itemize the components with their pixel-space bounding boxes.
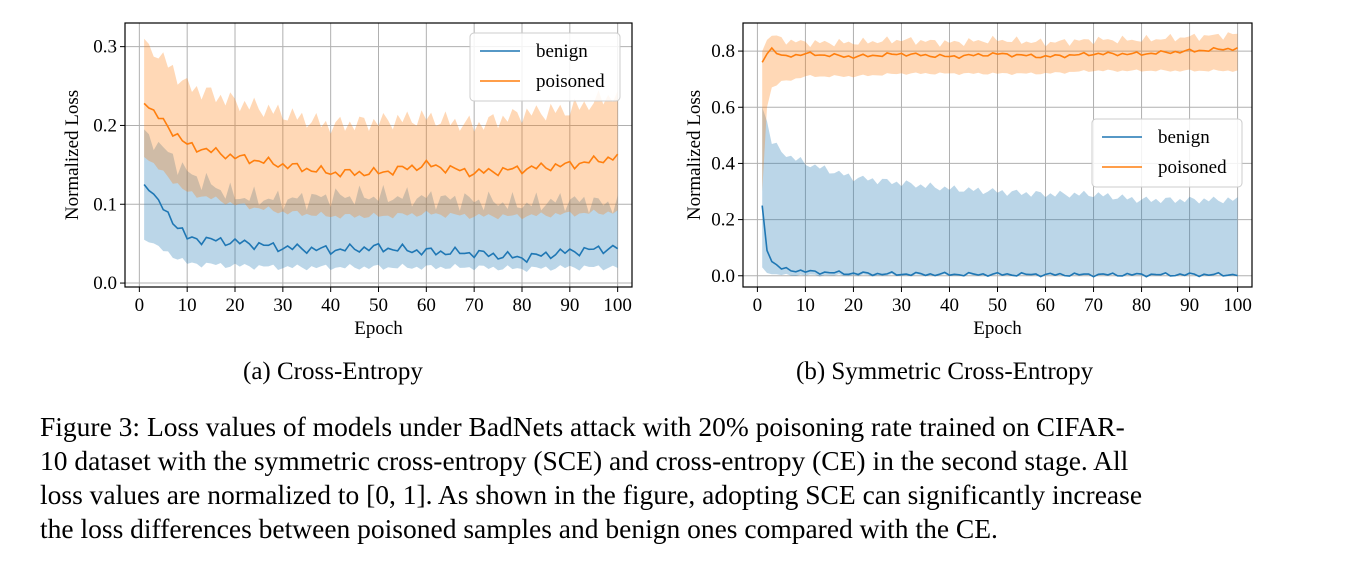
- chart-a-xtick-label: 30: [273, 295, 292, 316]
- chart-a-legend-label-benign: benign: [536, 41, 588, 62]
- chart-b-ytick-label: 0.2: [711, 210, 735, 231]
- chart-a-legend-box: [469, 32, 621, 102]
- chart-b-xtick-label: 10: [796, 295, 815, 316]
- chart-b-line-benign: [761, 205, 1238, 278]
- subcaption-b: (b) Symmetric Cross-Entropy: [796, 358, 1094, 385]
- chart-b-legend-label-benign: benign: [1158, 127, 1210, 148]
- chart-b-band-poisoned: [762, 32, 1238, 192]
- chart-a-legend-label-poisoned: poisoned: [536, 71, 605, 92]
- chart-a-xtick-label: 80: [512, 295, 531, 316]
- chart-a-ytick-label: 0.2: [93, 115, 117, 136]
- caption-line-2: 10 dataset with the symmetric cross-entr…: [40, 445, 1129, 476]
- chart-b-xtick-label: 20: [844, 295, 863, 316]
- chart-a-xtick-label: 0: [135, 295, 145, 316]
- chart-a-xtick-label: 10: [178, 295, 197, 316]
- chart-a-ytick-label: 0.3: [93, 37, 117, 58]
- chart-a-xtick-label: 60: [417, 295, 436, 316]
- chart-b-xtick-label: 70: [1084, 295, 1103, 316]
- chart-a-xlabel: Epoch: [354, 318, 403, 339]
- chart-a-line-benign: [143, 184, 619, 264]
- chart-a-ytick-label: 0.1: [93, 194, 117, 215]
- chart-a-xtick-label: 100: [603, 295, 632, 316]
- chart-b-legend-label-poisoned: poisoned: [1158, 157, 1227, 178]
- caption-line-4: the loss differences between poisoned sa…: [40, 513, 998, 544]
- chart-b-ytick-label: 0.0: [711, 266, 735, 287]
- chart-b-ytick-label: 0.6: [711, 97, 735, 118]
- chart-b-xtick-label: 50: [988, 295, 1007, 316]
- chart-a-xtick-label: 40: [321, 295, 340, 316]
- chart-b-xtick-label: 30: [892, 295, 911, 316]
- chart-b-ytick-label: 0.8: [711, 41, 735, 62]
- chart-b-ytick-label: 0.4: [711, 153, 735, 174]
- charts-canvas: 0 10 20 30 40 50 60 70 80 90 1000.00.10.20.3EpochN…: [62, 22, 1253, 339]
- chart-b-xtick-label: 80: [1132, 295, 1151, 316]
- chart-b-line-poisoned: [761, 46, 1238, 63]
- chart-b-ylabel: Normalized Loss: [684, 90, 705, 220]
- chart-b-xtick-label: 40: [940, 295, 959, 316]
- chart-b-xlabel: Epoch: [973, 318, 1022, 339]
- chart-a-ylabel: Normalized Loss: [62, 90, 83, 220]
- chart-a-ytick-label: 0.0: [93, 273, 117, 294]
- chart-a-xtick-label: 70: [465, 295, 484, 316]
- chart-a-xtick-label: 50: [369, 295, 388, 316]
- figure-caption: Figure 3: Loss values of models under Ba…: [40, 410, 1330, 546]
- chart-b-xtick-label: 0: [753, 295, 763, 316]
- chart-b-xtick-label: 60: [1036, 295, 1055, 316]
- caption-line-1: Figure 3: Loss values of models under Ba…: [40, 411, 1125, 442]
- caption-line-3: loss values are normalized to [0, 1]. As…: [40, 479, 1143, 510]
- subcaption-a: (a) Cross-Entropy: [243, 358, 423, 385]
- chart-a-band-benign: [144, 129, 618, 272]
- chart-b-xtick-label: 100: [1223, 295, 1252, 316]
- chart-a-line-poisoned: [143, 102, 619, 178]
- chart-b-band-benign: [762, 107, 1238, 277]
- chart-a-xtick-label: 90: [560, 295, 579, 316]
- chart-b-legend-box: [1091, 118, 1243, 188]
- chart-a-xtick-label: 20: [226, 295, 245, 316]
- chart-b-xtick-label: 90: [1180, 295, 1199, 316]
